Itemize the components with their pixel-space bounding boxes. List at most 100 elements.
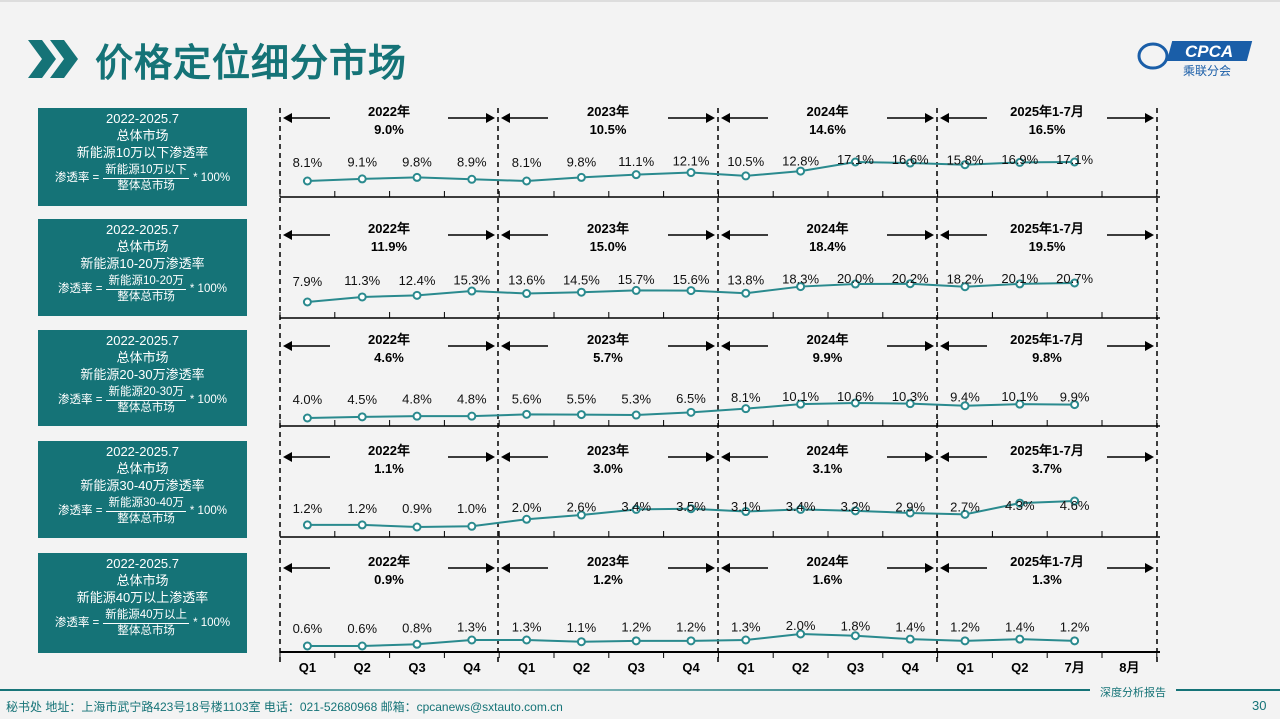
period-name: 2022年 [368,554,410,569]
numerator: 新能源10-20万 [106,274,186,290]
period-name: 2025年1-7月 [1010,221,1084,236]
arrow-left-head [940,230,949,240]
data-label: 20.0% [837,271,874,286]
period-average: 10.5% [590,122,627,137]
segment-label: 新能源10-20万渗透率 [80,256,205,271]
x-tick-label: Q3 [628,660,645,675]
period-name: 2025年1-7月 [1010,332,1084,347]
data-label: 15.3% [453,272,490,287]
fraction: 新能源30-40万 整体总市场 [106,496,186,527]
data-label: 18.2% [947,272,984,287]
data-point [686,504,696,514]
data-label: 4.8% [457,392,487,407]
period-average: 1.3% [1032,572,1062,587]
data-label: 4.5% [347,392,377,407]
segment-info-panel: 2022-2025.7 总体市场 新能源40万以上渗透率 渗透率 = 新能源40… [38,553,247,653]
data-point [686,636,696,646]
numerator: 新能源30-40万 [106,496,186,512]
data-point [631,636,641,646]
x-tick-label: Q1 [299,660,316,675]
data-label: 0.8% [402,621,432,636]
x-tick-label: 8月 [1119,660,1139,675]
x-tick-label: Q4 [463,660,481,675]
data-label: 3.2% [841,499,871,514]
x-tick-label: Q1 [518,660,535,675]
data-label: 1.2% [676,620,706,635]
fraction: 新能源20-30万 整体总市场 [106,385,186,416]
data-point [741,635,751,645]
data-point [905,158,915,168]
formula-label: 渗透率 = [54,617,100,629]
arrow-left-head [283,563,292,573]
data-point [576,287,586,297]
formula: 渗透率 = 新能源30-40万 整体总市场 * 100% [38,496,247,527]
data-label: 1.0% [457,501,487,516]
period-average: 16.5% [1029,122,1066,137]
x-tick-label: Q4 [682,660,700,675]
period-name: 2023年 [587,443,629,458]
arrow-left-head [721,563,730,573]
data-point [1015,399,1025,409]
data-point [741,507,751,517]
arrow-left-head [501,341,510,351]
period-average: 9.8% [1032,350,1062,365]
data-label: 1.3% [731,620,761,635]
data-point [960,401,970,411]
segment-info-panel: 2022-2025.7 总体市场 新能源10万以下渗透率 渗透率 = 新能源10… [38,108,247,206]
multiplier: * 100% [189,283,227,295]
data-point [1015,634,1025,644]
data-label: 12.1% [673,154,710,169]
arrow-left-head [501,563,510,573]
double-chevron-icon [28,40,78,78]
data-label: 4.8% [402,392,432,407]
data-point [905,634,915,644]
formula-label: 渗透率 = [58,505,103,517]
data-point [796,166,806,176]
market-label: 总体市场 [116,128,169,143]
period-average: 3.0% [593,461,623,476]
x-tick-label: Q3 [408,660,425,675]
data-point [302,641,312,651]
data-label: 12.8% [782,153,819,168]
data-point [1015,157,1025,167]
period-label: 2022-2025.7 [105,333,179,348]
arrow-right-head [706,452,715,462]
data-label: 1.1% [567,620,597,635]
data-point [467,411,477,421]
period-name: 2025年1-7月 [1010,443,1084,458]
data-label: 17.1% [1056,152,1093,167]
data-label: 9.8% [402,154,432,169]
data-label: 20.7% [1056,271,1093,286]
numerator: 新能源40万以上 [103,608,190,624]
denominator: 整体总市场 [117,402,175,414]
data-point [1015,498,1025,508]
denominator: 整体总市场 [117,513,175,525]
arrow-left-head [940,113,949,123]
data-point [357,641,367,651]
period-name: 2024年 [807,104,849,119]
segment-info-panel: 2022-2025.7 总体市场 新能源30-40万渗透率 渗透率 = 新能源3… [38,441,247,538]
x-tick-label: Q1 [737,660,754,675]
period-name: 2024年 [807,221,849,236]
period-average: 11.9% [371,239,408,254]
period-average: 5.7% [593,350,623,365]
data-point [412,411,422,421]
period-name: 2024年 [807,554,849,569]
period-average: 1.1% [374,461,404,476]
period-average: 9.0% [374,122,404,137]
data-point [686,286,696,296]
period-average: 0.9% [374,572,404,587]
data-point [467,174,477,184]
data-point [357,520,367,530]
data-label: 3.1% [731,499,761,514]
multiplier: * 100% [193,617,231,629]
period-name: 2022年 [368,332,410,347]
x-tick-label: Q2 [354,660,371,675]
data-label: 15.7% [618,272,655,287]
data-point [522,635,532,645]
segment-info-panel: 2022-2025.7 总体市场 新能源10-20万渗透率 渗透率 = 新能源1… [38,219,247,316]
arrow-left-head [721,113,730,123]
period-label: 2022-2025.7 [105,444,179,459]
data-label: 5.3% [621,391,651,406]
arrow-left-head [940,452,949,462]
